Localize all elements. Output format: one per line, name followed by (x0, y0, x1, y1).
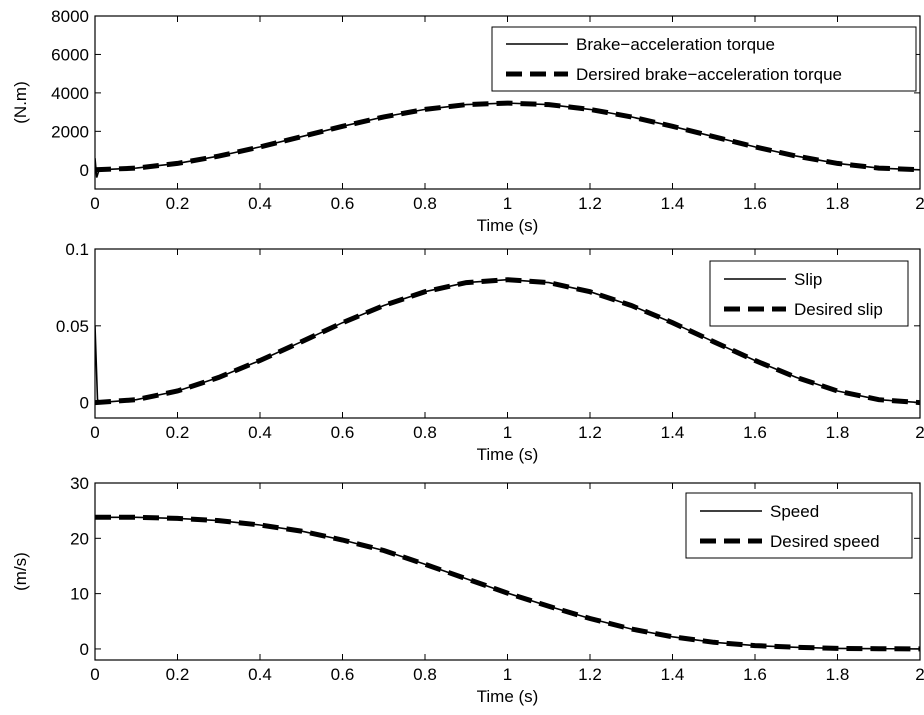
legend-label: Dersired brake−acceleration torque (576, 65, 842, 84)
x-tick-label: 0 (90, 423, 99, 442)
y-tick-label: 0.1 (65, 240, 89, 259)
x-tick-label: 2 (915, 423, 924, 442)
x-axis-label: Time (s) (477, 445, 539, 464)
x-tick-label: 2 (915, 194, 924, 213)
x-tick-label: 2 (915, 665, 924, 684)
x-axis-label: Time (s) (477, 216, 539, 235)
x-tick-label: 1.2 (578, 423, 602, 442)
legend: Slip Desired slip (709, 260, 909, 327)
y-axis-label: (m/s) (11, 552, 30, 591)
x-tick-label: 0.2 (166, 423, 190, 442)
x-tick-label: 0.6 (331, 194, 355, 213)
y-tick-label: 20 (70, 529, 89, 548)
x-tick-label: 1 (503, 194, 512, 213)
x-tick-label: 0.8 (413, 665, 437, 684)
x-tick-label: 1.2 (578, 665, 602, 684)
y-tick-label: 6000 (51, 45, 89, 64)
series-line-desired (95, 514, 920, 652)
legend-box (685, 492, 913, 559)
series-line-desired (95, 100, 920, 173)
x-tick-label: 1.6 (743, 194, 767, 213)
y-tick-label: 4000 (51, 84, 89, 103)
x-tick-label: 1.4 (661, 423, 685, 442)
x-tick-label: 0 (90, 194, 99, 213)
x-tick-label: 0.4 (248, 665, 272, 684)
x-tick-label: 0.6 (331, 665, 355, 684)
legend-label: Desired speed (770, 532, 880, 551)
legend: Speed Desired speed (685, 492, 913, 559)
x-tick-label: 0 (90, 665, 99, 684)
y-tick-label: 30 (70, 474, 89, 493)
x-tick-label: 1.4 (661, 194, 685, 213)
y-tick-label: 0 (80, 394, 89, 413)
x-tick-label: 0.2 (166, 194, 190, 213)
x-tick-label: 1.8 (826, 194, 850, 213)
x-tick-label: 1.8 (826, 423, 850, 442)
x-tick-label: 1.8 (826, 665, 850, 684)
x-tick-label: 1.6 (743, 665, 767, 684)
x-tick-label: 1 (503, 423, 512, 442)
x-tick-label: 1.2 (578, 194, 602, 213)
subplot-2: 0 0.2 0.4 0.6 0.8 1 1.2 1.4 1.6 1.8 2 0 0.05 0.1 Time … (56, 240, 924, 464)
series-line-actual (95, 102, 920, 178)
x-tick-label: 0.2 (166, 665, 190, 684)
x-tick-label: 0.4 (248, 194, 272, 213)
y-tick-label: 10 (70, 585, 89, 604)
subplot-1: 0 0.2 0.4 0.6 0.8 1 1.2 1.4 1.6 1.8 2 0 2000 4000 6000… (11, 7, 924, 235)
x-axis-label: Time (s) (477, 687, 539, 706)
legend-label: Desired slip (794, 300, 883, 319)
y-tick-label: 0 (80, 161, 89, 180)
y-axis-label: (N.m) (11, 81, 30, 123)
x-tick-label: 0.4 (248, 423, 272, 442)
legend-label: Speed (770, 502, 819, 521)
legend-label: Brake−acceleration torque (576, 35, 775, 54)
y-tick-label: 2000 (51, 122, 89, 141)
x-tick-label: 0.8 (413, 194, 437, 213)
legend-box (709, 260, 909, 327)
x-tick-label: 0.6 (331, 423, 355, 442)
legend: Brake−acceleration torque Dersired brake−… (491, 26, 917, 92)
legend-box (491, 26, 917, 92)
y-tick-label: 8000 (51, 7, 89, 26)
x-tick-label: 1.6 (743, 423, 767, 442)
y-tick-label: 0.05 (56, 317, 89, 336)
series-line-desired (95, 277, 920, 406)
x-tick-label: 1.4 (661, 665, 685, 684)
x-tick-label: 0.8 (413, 423, 437, 442)
legend-label: Slip (794, 270, 822, 289)
x-tick-label: 1 (503, 665, 512, 684)
y-tick-label: 0 (80, 640, 89, 659)
